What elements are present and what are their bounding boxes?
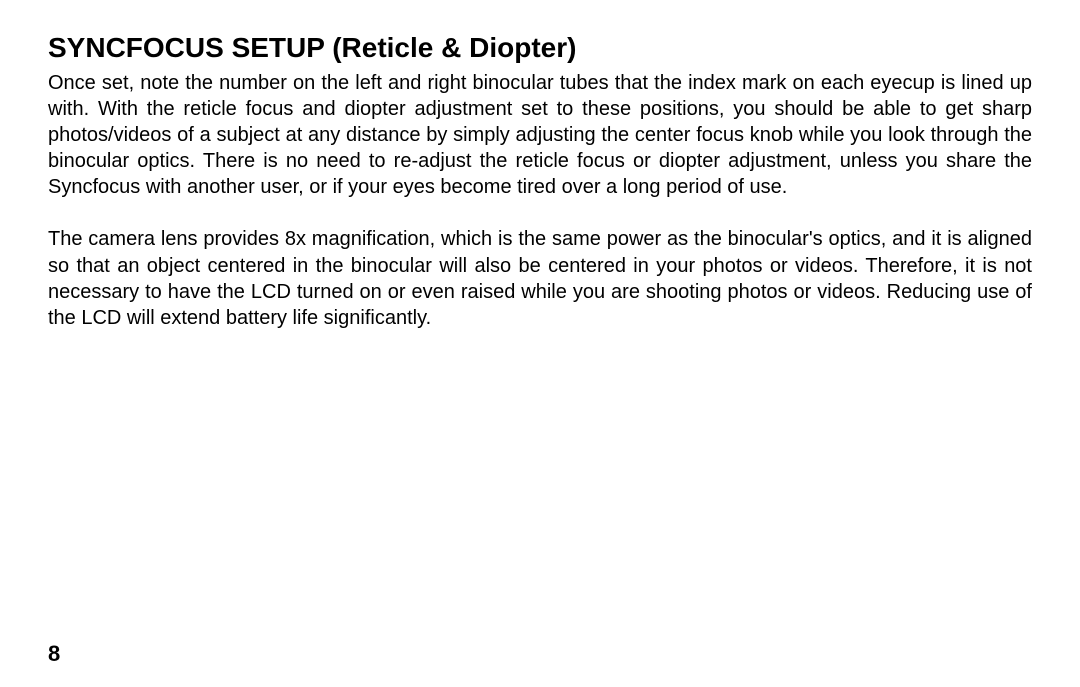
body-paragraph-2: The camera lens provides 8x magnificatio… [48, 226, 1032, 330]
section-heading: SYNCFOCUS SETUP (Reticle & Diopter) [48, 32, 1032, 64]
body-paragraph-1: Once set, note the number on the left an… [48, 70, 1032, 200]
page-number: 8 [48, 641, 60, 667]
manual-page: SYNCFOCUS SETUP (Reticle & Diopter) Once… [0, 0, 1080, 687]
